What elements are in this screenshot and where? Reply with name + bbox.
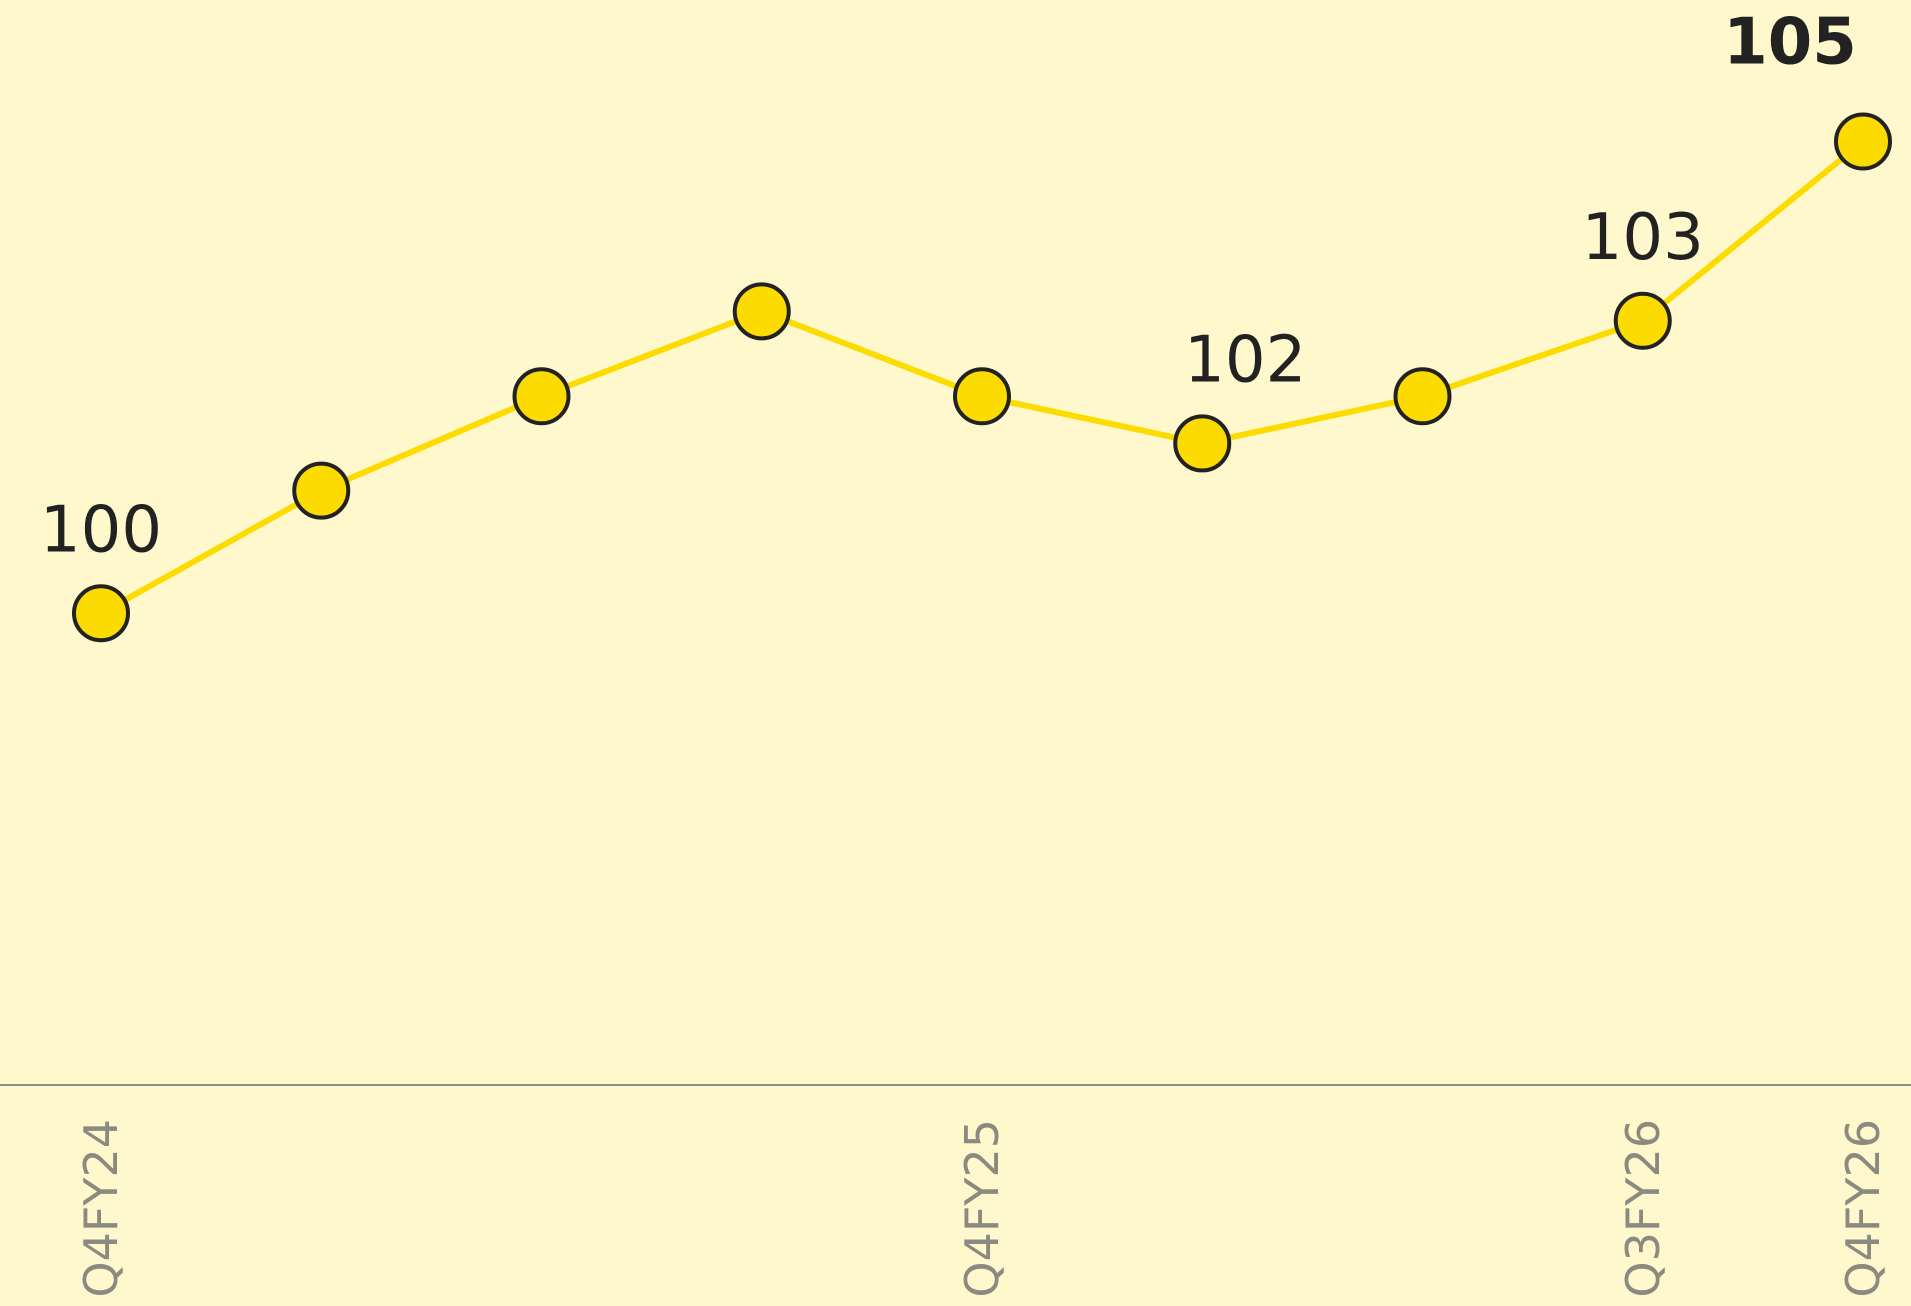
x-tick-label: Q4FY24 xyxy=(74,1119,128,1298)
data-point xyxy=(1173,414,1232,473)
x-tick-label: Q4FY25 xyxy=(955,1119,1009,1298)
data-label: 105 xyxy=(1723,6,1857,80)
data-point xyxy=(1393,367,1452,426)
x-tick-label: Q3FY26 xyxy=(1616,1119,1670,1298)
data-label: 102 xyxy=(1184,323,1306,397)
data-point xyxy=(1834,112,1892,171)
x-tick-label: Q4FY26 xyxy=(1836,1119,1890,1298)
data-label: 100 xyxy=(40,493,162,567)
data-point xyxy=(732,282,791,341)
data-point xyxy=(1613,291,1672,350)
data-label: 103 xyxy=(1582,201,1704,275)
data-point xyxy=(512,367,571,426)
data-point xyxy=(72,584,130,643)
data-point xyxy=(292,461,351,520)
data-point xyxy=(953,367,1011,426)
